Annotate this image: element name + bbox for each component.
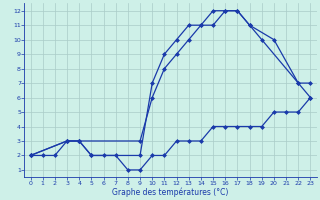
X-axis label: Graphe des températures (°C): Graphe des températures (°C) (112, 187, 229, 197)
